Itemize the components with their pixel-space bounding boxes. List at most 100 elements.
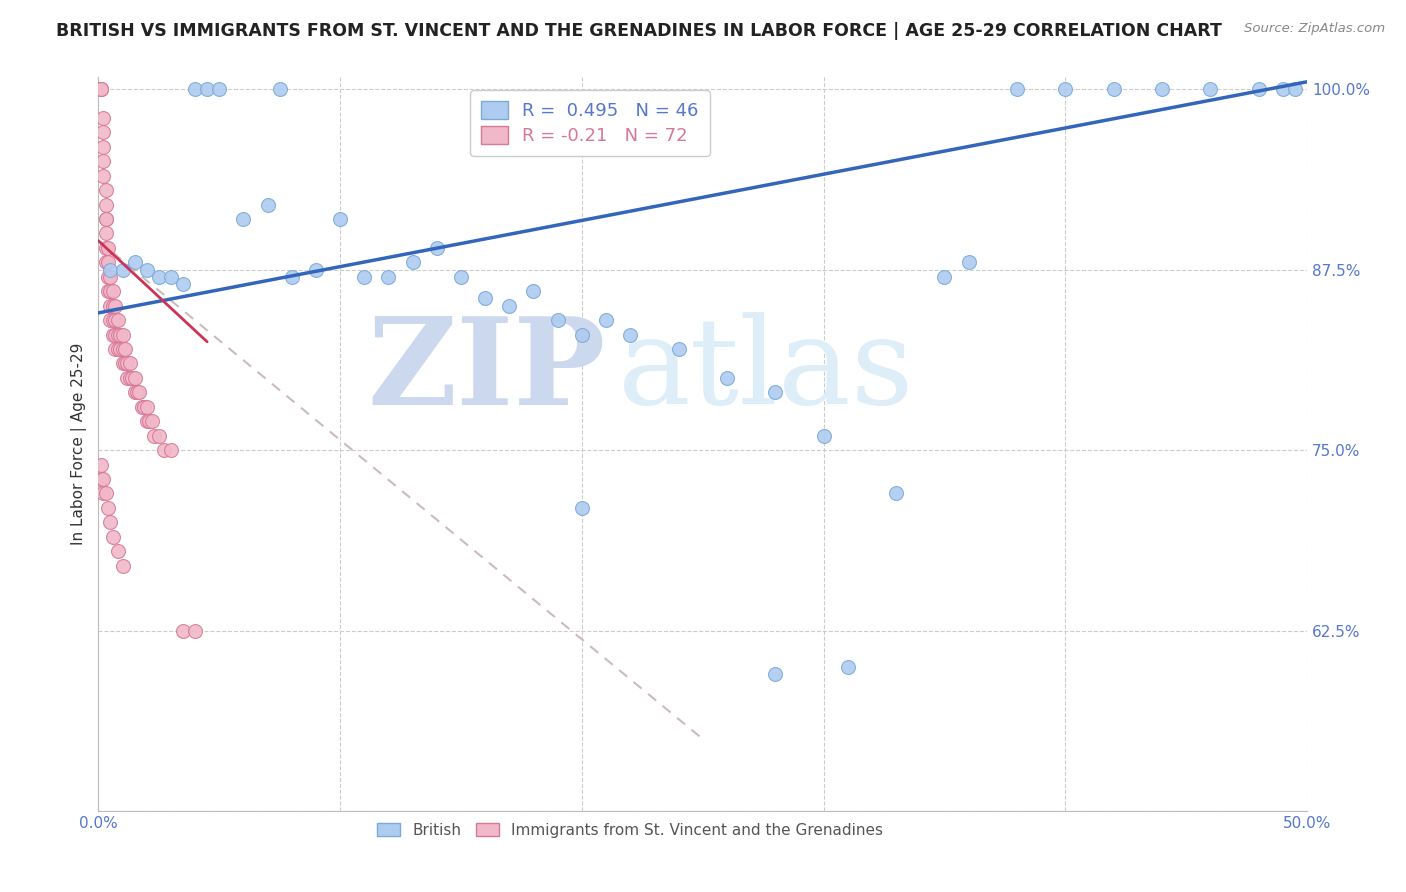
Point xyxy=(121,371,143,385)
Point xyxy=(128,385,150,400)
Point xyxy=(94,212,117,227)
Point xyxy=(118,356,141,370)
Point xyxy=(101,327,124,342)
Point xyxy=(716,371,738,385)
Point xyxy=(94,227,117,241)
Point xyxy=(450,269,472,284)
Point xyxy=(256,197,278,211)
Point xyxy=(138,414,160,428)
Point xyxy=(104,313,127,327)
Point xyxy=(957,255,980,269)
Point xyxy=(813,428,835,442)
Point xyxy=(571,327,593,342)
Point xyxy=(104,299,127,313)
Point xyxy=(595,313,617,327)
Point xyxy=(142,428,165,442)
Point xyxy=(101,284,124,298)
Point xyxy=(763,667,786,681)
Point xyxy=(97,500,120,515)
Point xyxy=(94,486,117,500)
Text: atlas: atlas xyxy=(619,312,915,429)
Point xyxy=(934,269,956,284)
Y-axis label: In Labor Force | Age 25-29: In Labor Force | Age 25-29 xyxy=(72,343,87,546)
Point xyxy=(90,82,112,96)
Point xyxy=(172,277,194,291)
Point xyxy=(94,241,117,255)
Point xyxy=(124,371,146,385)
Point xyxy=(232,212,254,227)
Point xyxy=(101,299,124,313)
Point xyxy=(114,342,136,356)
Point xyxy=(1199,82,1222,96)
Point xyxy=(94,212,117,227)
Point xyxy=(1005,82,1028,96)
Point xyxy=(1102,82,1125,96)
Point xyxy=(101,530,124,544)
Point xyxy=(111,342,134,356)
Point xyxy=(1247,82,1270,96)
Point xyxy=(100,269,122,284)
Point xyxy=(90,82,112,96)
Point xyxy=(148,269,170,284)
Point xyxy=(97,269,120,284)
Point xyxy=(117,371,139,385)
Point xyxy=(111,558,134,573)
Point xyxy=(426,241,449,255)
Point xyxy=(1150,82,1173,96)
Point xyxy=(107,313,129,327)
Point xyxy=(100,262,122,277)
Point xyxy=(498,299,520,313)
Point xyxy=(135,400,157,414)
Point xyxy=(131,400,153,414)
Point xyxy=(94,183,117,197)
Point xyxy=(100,284,122,298)
Point xyxy=(184,82,207,96)
Point xyxy=(111,327,134,342)
Point xyxy=(117,356,139,370)
Point xyxy=(329,212,352,227)
Point xyxy=(547,313,569,327)
Point xyxy=(148,428,170,442)
Text: Source: ZipAtlas.com: Source: ZipAtlas.com xyxy=(1244,22,1385,36)
Point xyxy=(114,356,136,370)
Point xyxy=(763,385,786,400)
Point xyxy=(401,255,423,269)
Point xyxy=(884,486,907,500)
Point xyxy=(94,197,117,211)
Point xyxy=(104,327,127,342)
Point xyxy=(124,385,146,400)
Point xyxy=(91,111,114,125)
Point xyxy=(107,327,129,342)
Point xyxy=(111,356,134,370)
Point xyxy=(97,284,120,298)
Point xyxy=(172,624,194,638)
Point xyxy=(1284,82,1306,96)
Point xyxy=(305,262,328,277)
Point xyxy=(160,269,183,284)
Point xyxy=(100,299,122,313)
Point xyxy=(152,443,174,458)
Point xyxy=(184,624,207,638)
Point xyxy=(134,400,156,414)
Point xyxy=(91,125,114,139)
Point xyxy=(377,269,399,284)
Point xyxy=(91,154,114,169)
Point xyxy=(108,327,131,342)
Point xyxy=(522,284,544,298)
Point xyxy=(101,313,124,327)
Point xyxy=(100,516,122,530)
Point xyxy=(353,269,375,284)
Point xyxy=(107,342,129,356)
Point xyxy=(125,385,148,400)
Point xyxy=(90,472,112,486)
Point xyxy=(141,414,163,428)
Point xyxy=(474,292,496,306)
Legend: British, Immigrants from St. Vincent and the Grenadines: British, Immigrants from St. Vincent and… xyxy=(371,816,890,844)
Point xyxy=(90,82,112,96)
Point xyxy=(108,342,131,356)
Point xyxy=(91,140,114,154)
Point xyxy=(1054,82,1077,96)
Point xyxy=(91,169,114,183)
Point xyxy=(97,241,120,255)
Point xyxy=(837,659,859,673)
